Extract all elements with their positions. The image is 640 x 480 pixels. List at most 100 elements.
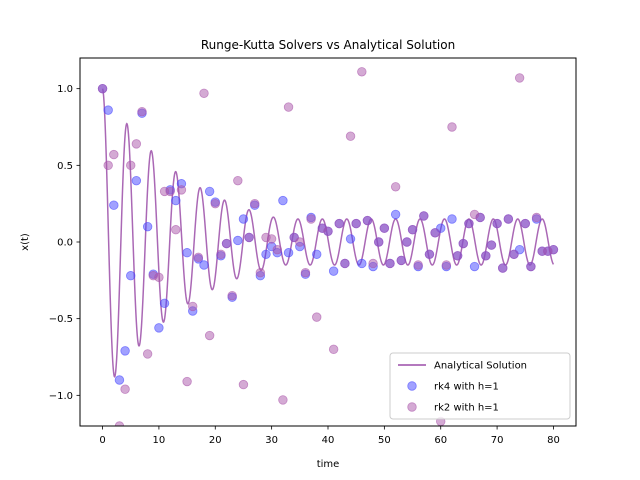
legend-label: rk2 with h=1 — [434, 403, 499, 414]
rk2-point — [345, 131, 356, 141]
rk2-point — [103, 160, 113, 171]
rk2-point — [283, 102, 294, 112]
rk2-point — [300, 267, 311, 278]
rk4-point — [182, 248, 192, 258]
x-tick-label: 60 — [434, 435, 447, 446]
rk2-point — [193, 252, 204, 263]
rk2-point — [216, 249, 226, 259]
rk2-point — [340, 258, 350, 269]
rk2-point — [520, 218, 530, 229]
rk2-point — [323, 226, 333, 236]
y-tick-label: 0.5 — [57, 161, 73, 172]
chart-title: Runge-Kutta Solvers vs Analytical Soluti… — [201, 38, 455, 52]
rk2-point — [165, 186, 175, 197]
x-tick-label: 20 — [209, 435, 222, 446]
rk2-point — [312, 312, 322, 322]
legend-label: Analytical Solution — [434, 361, 527, 372]
rk2-point — [548, 244, 559, 255]
rk2-point — [295, 237, 305, 247]
rk2-point — [120, 384, 130, 394]
legend: Analytical Solution rk4 with h=1 rk2 with … — [389, 352, 571, 420]
rk2-point — [171, 225, 181, 235]
legend-swatch-rk4 — [407, 381, 417, 391]
rk2-point — [441, 260, 452, 270]
rk2-point — [492, 218, 502, 229]
rk2-point — [126, 160, 136, 171]
rk4-point — [357, 258, 367, 269]
rk2-point — [233, 175, 243, 186]
rk2-point — [109, 149, 119, 160]
legend-swatch-rk2 — [407, 402, 417, 412]
rk2-point — [379, 223, 390, 233]
rk2-point — [368, 258, 378, 269]
rk2-point — [154, 272, 164, 282]
rk4-point — [278, 195, 288, 206]
rk4-point — [199, 260, 209, 270]
x-tick-label: 80 — [547, 435, 560, 446]
rk2-point — [176, 185, 187, 195]
rk4-point — [261, 249, 271, 259]
x-tick-label: 30 — [265, 435, 278, 446]
rk2-point — [204, 330, 215, 341]
rk2-point — [486, 240, 497, 250]
rk2-point — [514, 73, 525, 83]
rk2-point — [188, 301, 198, 312]
rk2-point — [244, 232, 254, 243]
rk2-point — [447, 122, 457, 132]
rk2-point — [227, 290, 237, 301]
rk2-point — [266, 234, 277, 244]
y-tick-label: −0.5 — [49, 314, 73, 325]
rk2-point — [199, 88, 209, 98]
legend-label: rk4 with h=1 — [434, 382, 499, 393]
rk2-point — [374, 237, 384, 247]
rk4-point — [171, 195, 181, 206]
rk4-point — [154, 323, 164, 333]
rk2-point — [458, 238, 468, 249]
rk2-point — [137, 106, 147, 117]
rk4-point — [312, 249, 322, 259]
rk2-point — [424, 249, 435, 259]
rk2-point — [272, 244, 282, 255]
rk2-point — [385, 258, 395, 269]
rk2-point — [357, 67, 367, 77]
rk2-point — [481, 251, 491, 261]
rk2-point — [351, 218, 361, 229]
y-tick-label: −1.0 — [49, 391, 73, 402]
rk4-point — [469, 261, 480, 272]
rk4-point — [233, 235, 243, 246]
rk4-point — [142, 221, 153, 232]
rk4-point — [103, 105, 113, 115]
rk2-point — [131, 139, 142, 149]
rk2-point — [526, 261, 536, 272]
rk2-point — [531, 212, 542, 223]
rk2-point — [210, 198, 220, 209]
rk2-series — [97, 67, 559, 426]
rk2-point — [498, 263, 508, 273]
rk2-point — [419, 211, 429, 221]
x-tick-label: 10 — [153, 435, 166, 446]
rk4-point — [114, 375, 125, 385]
rk4-point — [109, 200, 119, 210]
x-tick-label: 50 — [378, 435, 391, 446]
y-axis-label: x(t) — [20, 233, 31, 251]
plot-area — [97, 67, 559, 426]
rk2-point — [238, 379, 249, 390]
rk2-point — [396, 255, 406, 266]
x-axis: 0 10 20 30 40 50 60 70 80 — [99, 426, 560, 446]
plot-clip-group — [97, 67, 559, 426]
rk2-point — [250, 198, 260, 209]
rk2-point — [114, 421, 125, 426]
rk2-point — [142, 349, 153, 359]
rk2-point — [390, 182, 401, 192]
rk4-point — [447, 214, 457, 224]
x-tick-label: 0 — [99, 435, 105, 446]
legend-box — [389, 352, 571, 420]
rk2-point — [306, 214, 316, 224]
rk2-point — [413, 260, 423, 270]
rk2-point — [475, 212, 485, 223]
rk4-point — [328, 266, 339, 276]
rk4-point — [345, 234, 356, 244]
rk2-point — [182, 376, 192, 387]
rk2-point — [402, 237, 412, 247]
